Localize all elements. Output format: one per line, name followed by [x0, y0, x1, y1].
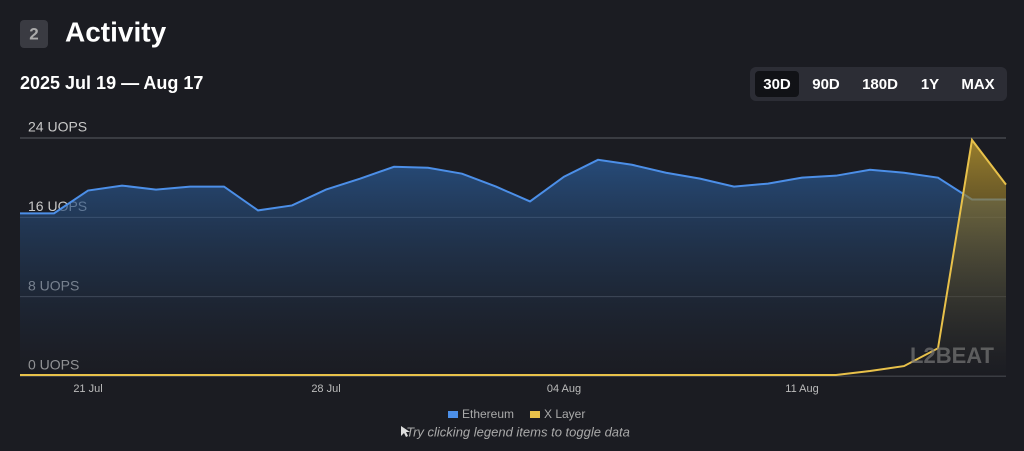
series-area — [20, 159, 1006, 376]
x-tick-label: 28 Jul — [311, 383, 340, 395]
legend-swatch[interactable] — [530, 411, 540, 418]
x-tick-label: 04 Aug — [547, 383, 581, 395]
range-button[interactable]: 1Y — [921, 76, 939, 93]
legend-label[interactable]: X Layer — [544, 407, 585, 421]
series-line — [20, 137, 1007, 377]
range-button[interactable]: 30D — [763, 76, 791, 93]
badge-bg — [20, 20, 48, 48]
range-button[interactable]: MAX — [961, 76, 994, 93]
legend-swatch[interactable] — [448, 411, 458, 418]
range-selector — [750, 67, 1007, 101]
x-tick-label: 11 Aug — [785, 383, 818, 395]
x-tick-label: 21 Jul — [73, 383, 102, 395]
hint: Try clicking legend items to toggle data — [406, 424, 630, 439]
range-button[interactable]: 90D — [812, 76, 840, 93]
cursor-icon — [401, 426, 410, 437]
title: Activity — [65, 16, 167, 47]
date-range: 2025 Jul 19 — Aug 17 — [20, 73, 203, 93]
legend-label[interactable]: Ethereum — [462, 407, 514, 421]
watermark: L2BEAT — [910, 343, 994, 368]
y-tick-label: 24 UOPS — [28, 119, 87, 135]
range-button[interactable]: 180D — [862, 76, 898, 93]
badge: 2 — [29, 24, 38, 43]
button-selected-bg — [755, 71, 799, 97]
series-line — [20, 158, 1006, 215]
